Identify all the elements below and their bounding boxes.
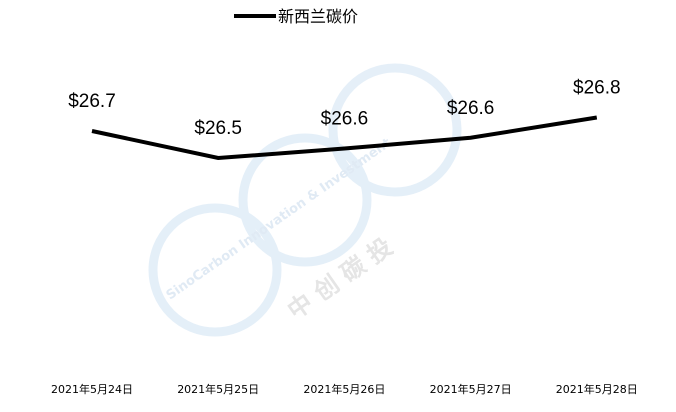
data-label: $26.7 — [68, 91, 116, 112]
data-label: $26.8 — [573, 78, 621, 99]
x-tick-label: 2021年5月24日 — [51, 382, 133, 396]
watermark-logo: SinoCarbon Innovation & Investment 中 创 碳… — [148, 63, 462, 337]
x-tick-label: 2021年5月28日 — [556, 382, 638, 396]
data-label: $26.5 — [194, 118, 242, 139]
legend-label: 新西兰碳价 — [278, 7, 358, 26]
legend: 新西兰碳价 — [234, 7, 358, 26]
x-tick-label: 2021年5月25日 — [177, 382, 259, 396]
data-label: $26.6 — [447, 98, 495, 119]
x-tick-label: 2021年5月27日 — [430, 382, 512, 396]
x-tick-label: 2021年5月26日 — [303, 382, 385, 396]
data-label: $26.6 — [321, 109, 369, 130]
